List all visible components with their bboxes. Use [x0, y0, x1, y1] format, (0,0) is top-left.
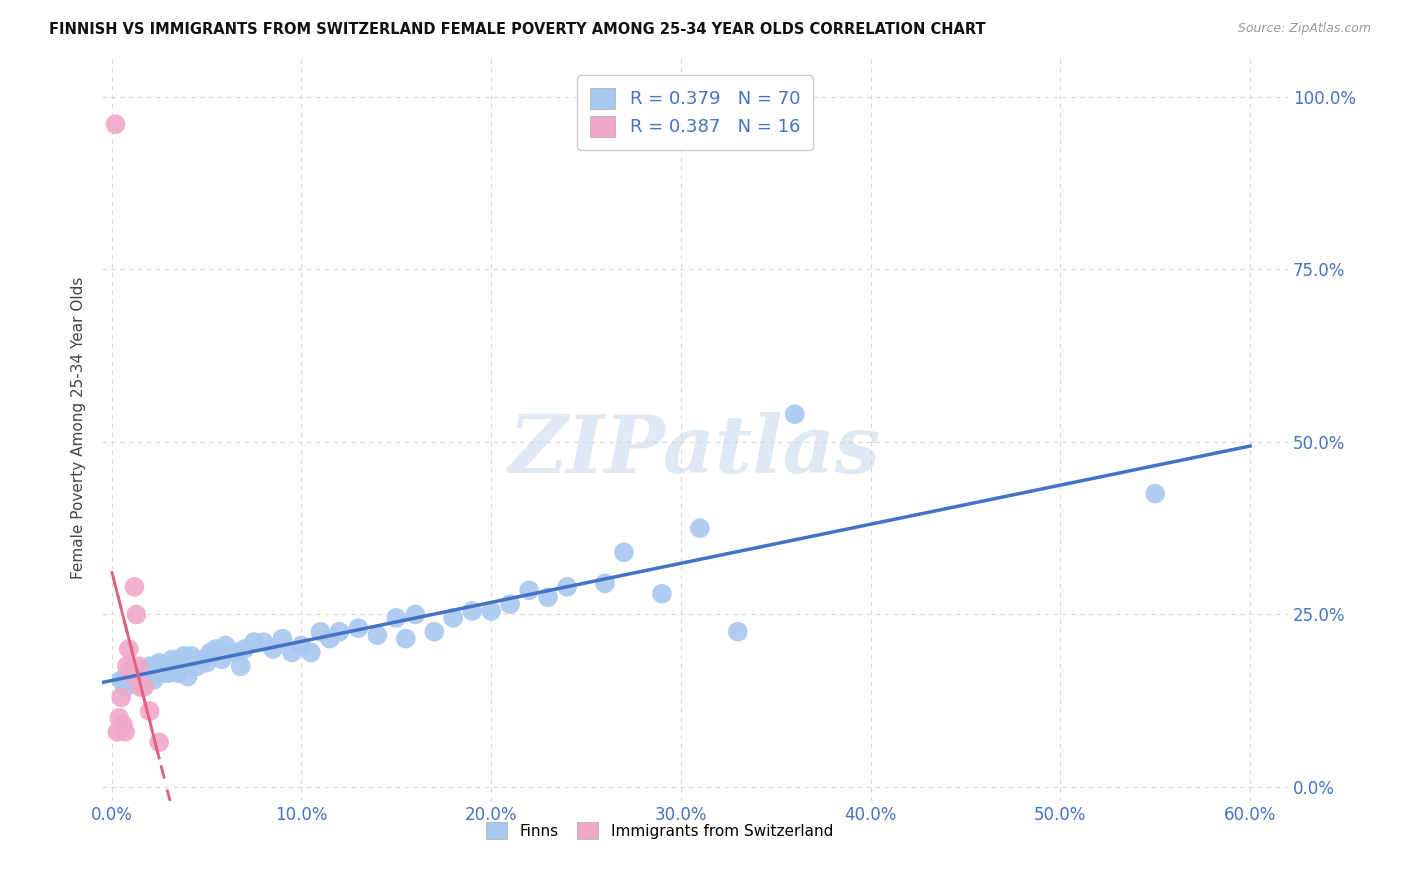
Point — [135, 670, 157, 684]
Point — [347, 621, 370, 635]
Point — [112, 718, 135, 732]
Point — [385, 611, 408, 625]
Point — [104, 117, 127, 131]
Point — [783, 407, 806, 421]
Point — [120, 676, 142, 690]
Point — [138, 704, 160, 718]
Point — [176, 656, 198, 670]
Point — [186, 659, 208, 673]
Point — [157, 666, 180, 681]
Point — [162, 652, 184, 666]
Point — [290, 639, 312, 653]
Point — [138, 666, 160, 681]
Point — [537, 590, 560, 604]
Point — [110, 690, 132, 705]
Point — [132, 663, 155, 677]
Point — [191, 652, 214, 666]
Point — [555, 580, 578, 594]
Point — [243, 635, 266, 649]
Point — [180, 648, 202, 663]
Point — [125, 666, 148, 681]
Point — [366, 628, 388, 642]
Point — [114, 724, 136, 739]
Point — [262, 642, 284, 657]
Point — [115, 659, 138, 673]
Point — [105, 724, 128, 739]
Point — [157, 659, 180, 673]
Point — [214, 639, 236, 653]
Point — [115, 670, 138, 684]
Point — [281, 645, 304, 659]
Point — [727, 624, 749, 639]
Point — [129, 680, 152, 694]
Text: FINNISH VS IMMIGRANTS FROM SWITZERLAND FEMALE POVERTY AMONG 25-34 YEAR OLDS CORR: FINNISH VS IMMIGRANTS FROM SWITZERLAND F… — [49, 22, 986, 37]
Point — [129, 666, 152, 681]
Point — [229, 659, 252, 673]
Point — [689, 521, 711, 535]
Point — [651, 587, 673, 601]
Point — [479, 604, 502, 618]
Point — [118, 642, 141, 657]
Point — [404, 607, 426, 622]
Point — [395, 632, 418, 646]
Point — [211, 652, 233, 666]
Point — [148, 656, 170, 670]
Text: Source: ZipAtlas.com: Source: ZipAtlas.com — [1237, 22, 1371, 36]
Point — [200, 645, 222, 659]
Point — [148, 666, 170, 681]
Point — [148, 735, 170, 749]
Point — [441, 611, 464, 625]
Point — [138, 659, 160, 673]
Point — [176, 670, 198, 684]
Point — [132, 680, 155, 694]
Point — [163, 663, 186, 677]
Point — [1144, 486, 1167, 500]
Point — [328, 624, 350, 639]
Point — [173, 648, 195, 663]
Point — [233, 642, 256, 657]
Point — [195, 656, 218, 670]
Point — [593, 576, 616, 591]
Y-axis label: Female Poverty Among 25-34 Year Olds: Female Poverty Among 25-34 Year Olds — [72, 277, 86, 579]
Point — [499, 597, 522, 611]
Point — [167, 666, 190, 681]
Point — [110, 673, 132, 687]
Point — [309, 624, 332, 639]
Point — [143, 659, 166, 673]
Point — [167, 656, 190, 670]
Point — [124, 673, 146, 687]
Legend: Finns, Immigrants from Switzerland: Finns, Immigrants from Switzerland — [479, 815, 839, 846]
Point — [120, 663, 142, 677]
Point — [127, 659, 149, 673]
Point — [461, 604, 484, 618]
Point — [125, 607, 148, 622]
Point — [152, 659, 174, 673]
Point — [142, 673, 165, 687]
Point — [124, 580, 146, 594]
Point — [319, 632, 342, 646]
Point — [271, 632, 294, 646]
Point — [153, 666, 176, 681]
Point — [129, 676, 152, 690]
Point — [613, 545, 636, 559]
Point — [252, 635, 274, 649]
Point — [205, 642, 228, 657]
Point — [299, 645, 322, 659]
Point — [120, 666, 142, 681]
Point — [517, 583, 540, 598]
Point — [114, 680, 136, 694]
Point — [224, 645, 246, 659]
Point — [108, 711, 131, 725]
Point — [423, 624, 446, 639]
Point — [142, 663, 165, 677]
Text: ZIPatlas: ZIPatlas — [509, 411, 882, 489]
